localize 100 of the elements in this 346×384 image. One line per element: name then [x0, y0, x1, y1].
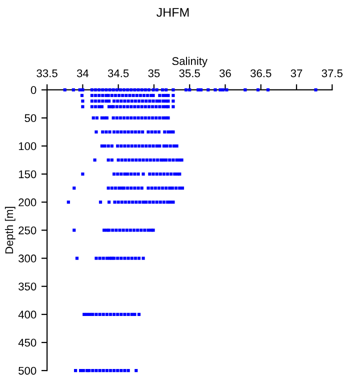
point [196, 88, 200, 92]
point [164, 88, 168, 92]
point [147, 88, 151, 92]
point [175, 158, 178, 162]
point [225, 88, 228, 92]
point [123, 256, 126, 260]
point [140, 116, 144, 120]
point [102, 369, 105, 372]
y-tick-label: 50 [24, 114, 36, 122]
x-tick-label: 35 [148, 69, 160, 78]
point [120, 312, 123, 316]
point [131, 158, 134, 162]
point [136, 228, 140, 232]
point [110, 158, 114, 162]
point [138, 158, 142, 162]
point [90, 94, 94, 98]
point [91, 312, 94, 316]
x-tick-label: 36 [219, 69, 231, 78]
point [115, 116, 118, 120]
point [116, 369, 120, 372]
x-tick-label: 33.5 [36, 69, 58, 78]
point [108, 88, 112, 92]
point [173, 172, 176, 176]
point [132, 94, 135, 98]
point [166, 172, 170, 176]
point [85, 312, 89, 316]
point [112, 100, 116, 103]
x-axis-title: Salinity [172, 56, 208, 68]
point [141, 130, 144, 134]
y-tick-label: 250 [18, 226, 36, 234]
point [130, 88, 133, 92]
point [158, 94, 162, 98]
point [132, 228, 136, 232]
point [88, 369, 91, 372]
point [130, 144, 134, 148]
point [172, 158, 175, 162]
point [133, 88, 136, 92]
point [180, 186, 184, 190]
point [112, 88, 115, 92]
point [120, 172, 123, 176]
y-tick-label: 450 [18, 338, 36, 347]
point [104, 88, 108, 92]
point [188, 88, 192, 92]
point [162, 105, 165, 108]
point [141, 100, 144, 103]
point [81, 105, 84, 108]
point [133, 116, 136, 120]
x-tick-label: 34.5 [108, 69, 129, 78]
point [120, 158, 124, 162]
point [155, 200, 158, 204]
point [146, 130, 150, 134]
point [122, 88, 126, 92]
point [126, 369, 130, 372]
point [118, 116, 122, 120]
y-axis-title: Depth [m] [4, 206, 16, 254]
point [90, 88, 94, 92]
point [175, 144, 178, 148]
point [168, 144, 172, 148]
point [98, 105, 101, 108]
point [162, 200, 166, 204]
point [142, 158, 145, 162]
point [154, 186, 157, 190]
point [98, 88, 101, 92]
x-tick-label: 36.5 [250, 69, 272, 78]
y-tick-label: 300 [18, 254, 36, 262]
point [172, 105, 175, 108]
point [100, 105, 104, 108]
point [126, 172, 130, 176]
point [90, 105, 94, 108]
point [148, 158, 152, 162]
point [146, 94, 150, 98]
point [120, 144, 123, 148]
point [93, 158, 96, 162]
point [138, 200, 142, 204]
point [108, 369, 112, 372]
point [150, 105, 154, 108]
point [116, 172, 120, 176]
point [123, 130, 126, 134]
point [136, 88, 140, 92]
point [125, 228, 128, 232]
point [166, 200, 170, 204]
point [74, 369, 78, 372]
point [122, 105, 126, 108]
point [126, 88, 130, 92]
point [158, 116, 162, 120]
point [152, 100, 155, 103]
point [66, 200, 70, 204]
point [137, 130, 141, 134]
point [116, 130, 120, 134]
y-tick-label: 350 [18, 282, 36, 290]
point [115, 88, 118, 92]
point [144, 116, 147, 120]
point [147, 116, 151, 120]
point [114, 186, 118, 190]
y-tick-label: 500 [18, 366, 36, 375]
point [123, 100, 126, 103]
point [222, 88, 225, 92]
point [150, 116, 154, 120]
point [101, 88, 104, 92]
point [266, 88, 270, 92]
